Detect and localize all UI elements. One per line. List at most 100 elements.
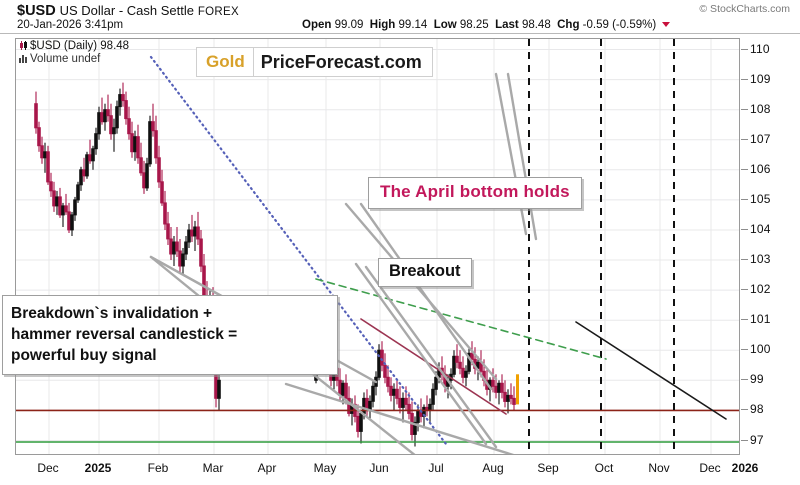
candle-body — [109, 115, 113, 135]
candle-body — [193, 226, 197, 237]
annotation-breakdown-line2: hammer reversal candlestick = — [11, 326, 238, 343]
candle-body — [100, 112, 104, 123]
candle-body — [371, 385, 375, 402]
short-downtrend-maroon — [360, 318, 507, 415]
annotation-arrow — [506, 72, 538, 241]
stat-label-open: Open — [302, 19, 332, 31]
candle-body — [151, 121, 155, 132]
candle-body — [118, 94, 122, 108]
x-axis-label: May — [313, 461, 337, 475]
y-axis-label: 98 — [750, 402, 764, 417]
watermark-site: PriceForecast.com — [252, 48, 432, 76]
x-axis-label: Jun — [369, 461, 389, 475]
candle-body — [43, 151, 47, 159]
candle-body — [392, 388, 396, 396]
candle-body — [467, 352, 471, 372]
symbol-description: US Dollar - Cash Settle — [59, 3, 194, 18]
bars-icon — [19, 54, 28, 63]
x-axis-label: Sep — [537, 461, 559, 475]
candle-body — [416, 409, 420, 423]
candle-body — [398, 397, 402, 408]
candle-body — [434, 376, 438, 390]
candle-body — [112, 127, 116, 135]
candle-body — [40, 145, 44, 159]
candle-body — [196, 226, 200, 240]
y-axis-label: 108 — [750, 101, 771, 116]
candle-body — [97, 112, 101, 135]
candle-body — [464, 370, 468, 378]
candle-body — [82, 169, 86, 177]
candle-body — [503, 391, 507, 402]
candle-body — [88, 154, 92, 162]
candle-body — [130, 133, 134, 153]
candle-body — [37, 127, 41, 147]
y-axis-tick — [741, 259, 748, 260]
price-chart-plot[interactable] — [15, 38, 740, 455]
y-axis-tick — [741, 198, 748, 200]
candle-body — [178, 250, 182, 267]
annotation-breakdown-line1: Breakdown`s invalidation + — [11, 305, 213, 322]
y-axis-label: 107 — [750, 131, 771, 146]
y-axis-label: 97 — [750, 432, 764, 447]
candle-body — [76, 184, 80, 201]
candle-body — [157, 157, 161, 183]
candle-body — [338, 379, 342, 396]
candle-body — [380, 349, 384, 366]
candle-body — [395, 388, 399, 399]
candle-body — [52, 190, 56, 207]
candle-body — [172, 241, 176, 255]
candle-body — [175, 241, 179, 252]
candle-body — [356, 415, 360, 432]
primary-downtrend-dotted-blue — [149, 55, 448, 446]
candle-body — [103, 109, 107, 123]
candle-body — [79, 169, 83, 186]
annotation-april-bottom: The April bottom holds — [368, 177, 582, 209]
y-axis-tick — [741, 409, 748, 411]
y-axis-label: 101 — [750, 312, 771, 327]
candle-body — [470, 352, 474, 360]
candle-body — [46, 151, 50, 183]
y-axis-label: 103 — [750, 252, 771, 266]
candle-body — [49, 181, 53, 192]
annotation-arrow — [364, 265, 498, 449]
candle-body — [404, 397, 408, 405]
symbol-label: $USD — [17, 3, 56, 19]
header-divider — [0, 33, 800, 34]
candle-body — [506, 394, 510, 402]
declining-resistance-green-dashed — [315, 278, 607, 360]
candle-body — [139, 157, 143, 174]
candle-body — [184, 241, 188, 255]
candle-body — [55, 196, 59, 207]
candle-body — [67, 211, 71, 231]
candle-body — [494, 385, 498, 393]
quote-stats: Open 99.09 High 99.14 Low 98.25 Last 98.… — [302, 19, 671, 31]
candle-body — [407, 403, 411, 414]
chart-legend: $USD (Daily) 98.48 Volume undef — [19, 40, 129, 65]
annotation-breakdown-line3: powerful buy signal — [11, 347, 157, 364]
y-axis-label: 104 — [750, 222, 771, 236]
candle-body — [154, 130, 158, 159]
chg-down-caret-icon — [662, 22, 671, 27]
x-axis-label: Aug — [482, 461, 504, 475]
y-axis-tick — [741, 349, 748, 351]
y-axis-tick — [741, 138, 748, 140]
candle-body — [163, 202, 167, 225]
legend-volume-row: Volume undef — [19, 53, 129, 66]
candle-body — [106, 109, 110, 117]
candle-body — [383, 364, 387, 378]
candle-body — [512, 397, 516, 405]
candle-body — [181, 253, 185, 267]
candle-body — [428, 403, 432, 411]
x-axis-label: 2025 — [84, 461, 112, 475]
quote-timestamp: 20-Jan-2026 3:41pm — [17, 19, 124, 31]
candle-body — [64, 205, 68, 213]
candle-body — [413, 421, 417, 435]
candle-body — [452, 355, 456, 375]
y-axis-label: 100 — [750, 342, 771, 357]
candle-body — [94, 133, 98, 150]
candle-body — [169, 238, 173, 255]
candle-body — [455, 355, 459, 363]
stat-value-last: 98.48 — [521, 19, 551, 31]
candle-body — [73, 199, 77, 216]
candle-body — [344, 382, 348, 399]
